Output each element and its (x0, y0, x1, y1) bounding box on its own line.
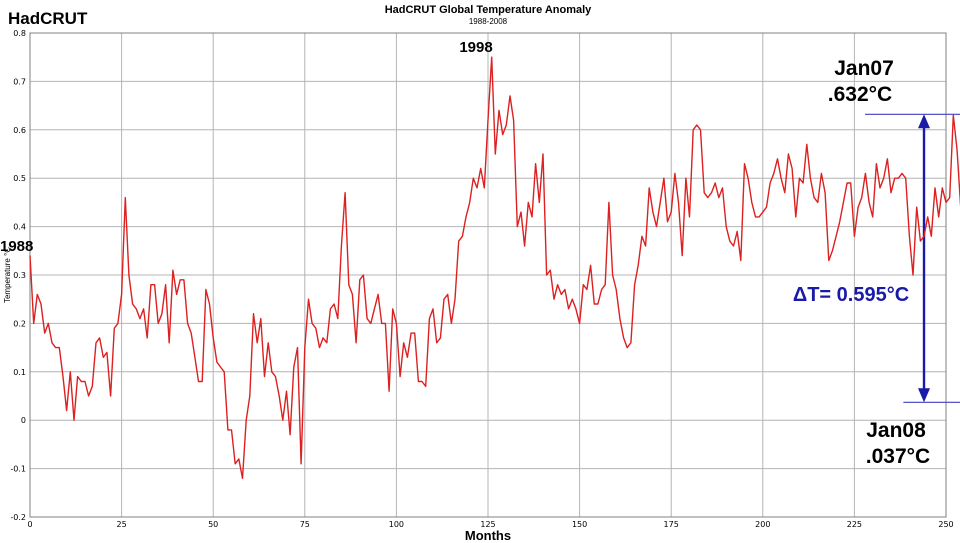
y-tick-label: 0.7 (13, 77, 26, 86)
jan08-value: .037°C (866, 445, 930, 468)
y-tick-label: 0.3 (13, 271, 26, 280)
x-tick-label: 75 (300, 520, 310, 529)
y-tick-label: 0.8 (13, 29, 26, 38)
temperature-anomaly-line (29, 56, 960, 479)
chart-title: HadCRUT Global Temperature Anomaly (385, 4, 592, 16)
start-year-label: 1988 (0, 238, 33, 255)
y-tick-label: 0.5 (13, 174, 26, 183)
x-tick-label: 225 (847, 520, 862, 529)
x-tick-label: 125 (480, 520, 495, 529)
reference-lines (865, 113, 960, 403)
y-tick-label: 0.1 (13, 368, 26, 377)
chart-tick-labels: 0 25 50 75 100 125 150 175 200 225 250 -0.2 -0.1 0 0.1… (10, 29, 953, 529)
jan07-label: Jan07 (834, 57, 894, 80)
y-tick-label: 0.2 (13, 319, 26, 328)
y-tick-label: -0.2 (10, 513, 26, 522)
y-tick-label: 0 (21, 416, 26, 425)
x-tick-label: 200 (755, 520, 770, 529)
delta-t-label: ΔT= 0.595°C (793, 284, 909, 306)
plot-frame (29, 32, 947, 518)
x-tick-label: 0 (27, 520, 32, 529)
x-tick-label: 100 (389, 520, 404, 529)
corner-label: HadCRUT (8, 9, 88, 28)
x-axis-label: Months (465, 528, 511, 543)
jan08-label: Jan08 (866, 419, 926, 442)
y-tick-label: 0.6 (13, 126, 26, 135)
chart-subtitle: 1988-2008 (469, 17, 508, 26)
x-tick-label: 250 (938, 520, 953, 529)
x-tick-label: 150 (572, 520, 587, 529)
y-tick-label: 0.4 (13, 223, 26, 232)
arrow-down-icon (918, 388, 931, 403)
y-tick-label: -0.1 (10, 465, 26, 474)
jan07-value: .632°C (828, 83, 892, 106)
arrow-up-icon (918, 114, 931, 129)
peak-year-label: 1998 (459, 39, 492, 56)
x-tick-label: 50 (208, 520, 218, 529)
x-tick-label: 25 (117, 520, 127, 529)
y-axis-label: Temperature °C (3, 247, 12, 303)
chart-grid (29, 32, 947, 518)
x-tick-label: 175 (664, 520, 679, 529)
